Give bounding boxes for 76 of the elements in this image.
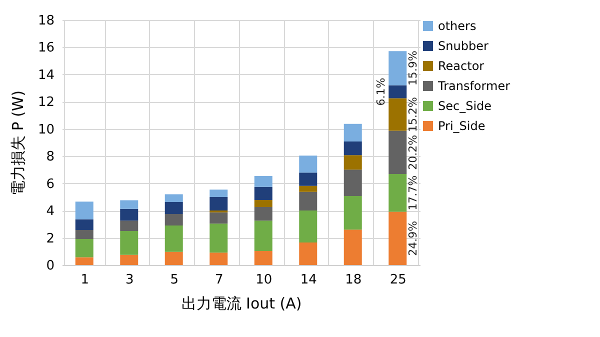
bar (164, 214, 183, 226)
bar (388, 174, 407, 212)
bar (388, 51, 407, 86)
annotation: 6.1% (374, 78, 388, 106)
y-axis-title: 電力損失 P (W) (8, 90, 27, 196)
x-tick-label: 18 (345, 272, 362, 288)
y-tick-label: 16 (38, 40, 54, 56)
y-tick-label: 6 (46, 176, 54, 192)
annotation: 17.7% (406, 175, 420, 210)
bar (75, 230, 94, 240)
bar (299, 156, 318, 173)
bar (210, 190, 228, 197)
bar (344, 230, 362, 265)
bar (210, 224, 228, 253)
bar (299, 242, 318, 265)
bar (344, 155, 362, 170)
y-tick-label: 14 (38, 68, 54, 83)
x-tick-label: 7 (214, 272, 224, 288)
bar (75, 219, 94, 230)
bar (299, 192, 318, 211)
legend-label: Reactor (438, 59, 484, 73)
bar (299, 210, 318, 243)
x-tick-label: 3 (125, 272, 134, 288)
bar (75, 202, 94, 220)
bar (254, 250, 272, 265)
bar (344, 196, 362, 230)
bar (388, 98, 407, 131)
legend-label: others (438, 19, 476, 33)
annotation: 15.2% (406, 97, 420, 132)
bar (210, 212, 228, 224)
y-tick-label: 12 (38, 95, 54, 110)
bar (254, 176, 272, 187)
y-tick-label: 2 (46, 231, 54, 246)
y-tick-label: 4 (46, 204, 54, 220)
bar (299, 186, 318, 192)
y-tick-label: 18 (38, 14, 54, 28)
bar (344, 124, 362, 142)
bar (344, 142, 362, 156)
legend-label: Sec_Side (438, 99, 492, 113)
annotation: 24.9% (406, 220, 420, 256)
bar (254, 207, 272, 221)
bar (164, 226, 183, 252)
bar (388, 85, 407, 98)
y-tick-label: 10 (38, 122, 54, 138)
bar (210, 252, 228, 265)
bar (75, 257, 94, 265)
bar (120, 230, 138, 255)
bar (254, 200, 272, 208)
x-tick-label: 10 (256, 272, 272, 288)
annotation: 20.2% (406, 134, 420, 170)
bar (388, 130, 407, 174)
x-tick-label: 1 (80, 272, 90, 288)
y-tick-label: 8 (46, 150, 54, 165)
bar (164, 252, 183, 265)
bar (254, 220, 272, 251)
x-tick-label: 5 (170, 272, 179, 288)
x-tick-label: 25 (390, 272, 406, 288)
legend-label: Transformer (437, 79, 510, 93)
x-tick-label: 14 (300, 272, 317, 288)
bar (299, 172, 318, 186)
bar (75, 239, 94, 258)
bar (120, 254, 138, 265)
bar (120, 220, 138, 231)
bar (388, 212, 407, 265)
legend-label: Pri_Side (438, 119, 486, 133)
bar (164, 202, 183, 214)
bar (344, 170, 362, 196)
bar (254, 186, 272, 200)
bar (120, 200, 138, 209)
annotation: 15.9% (406, 50, 420, 86)
y-tick-label: 0 (46, 258, 54, 274)
x-axis-title: 出力電流 Iout (A) (181, 294, 302, 312)
legend-label: Snubber (438, 39, 488, 53)
bar (210, 196, 228, 211)
bar (120, 208, 138, 221)
bar (164, 194, 183, 202)
